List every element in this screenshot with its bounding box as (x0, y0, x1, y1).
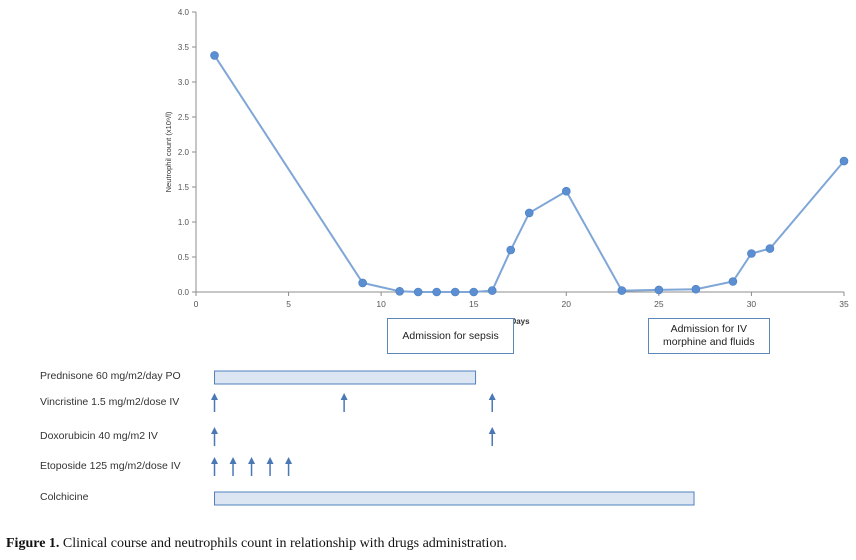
data-point (728, 277, 738, 286)
x-tick-label: 35 (839, 299, 849, 309)
y-axis-label: Neutrophil count (x10⁹/l) (164, 111, 173, 192)
y-tick-label: 2.0 (178, 148, 190, 157)
dose-arrow-head (488, 393, 496, 400)
dose-arrow-head (488, 427, 496, 434)
x-axis-label: Days (510, 317, 530, 326)
chart-axes: 0.0 0.5 1.0 1.5 2.0 2.5 3.0 3.5 4.0 0 5 10 15 20 25 30 3… (178, 8, 849, 309)
data-point (506, 245, 516, 255)
admission-box: Admission for sepsis (386, 318, 515, 354)
caption-text: Clinical course and neutrophils count in… (59, 536, 507, 551)
data-point (561, 186, 571, 196)
x-tick-label: 25 (654, 299, 664, 309)
y-tick-label: 3.0 (178, 78, 190, 87)
drug-label: Etoposide 125 mg/m2/dose IV (40, 460, 181, 472)
drug-bar (214, 491, 695, 506)
y-tick-label: 2.5 (178, 113, 190, 122)
data-point (395, 286, 404, 296)
y-tick-label: 1.0 (178, 218, 190, 227)
data-point (432, 287, 441, 297)
dose-arrow-head (211, 427, 219, 434)
data-point (617, 286, 627, 295)
x-tick-label: 15 (469, 299, 479, 309)
drug-timeline (211, 370, 695, 506)
dose-arrow-head (248, 457, 256, 464)
data-point (469, 287, 479, 297)
data-point (524, 208, 534, 218)
y-tick-label: 0.5 (178, 253, 190, 262)
data-point (358, 278, 367, 288)
caption-prefix: Figure 1. (6, 536, 60, 551)
y-tick-label: 0.0 (178, 288, 190, 297)
y-tick-label: 1.5 (178, 183, 190, 192)
data-point (654, 285, 664, 295)
drug-label: Prednisone 60 mg/m2/day PO (40, 370, 181, 382)
figure-caption: Figure 1. Clinical course and neutrophil… (6, 536, 507, 552)
data-point (765, 244, 775, 253)
y-tick-label: 4.0 (178, 8, 190, 17)
x-tick-label: 0 (194, 299, 199, 309)
x-tick-label: 5 (286, 299, 291, 309)
drug-bar (214, 370, 477, 385)
data-point (691, 284, 701, 294)
dose-arrow-head (229, 457, 237, 464)
x-tick-label: 20 (562, 299, 572, 309)
data-point (210, 51, 219, 60)
neutrophil-chart: 0.0 0.5 1.0 1.5 2.0 2.5 3.0 3.5 4.0 0 5 10 15 20 25 30 3… (164, 8, 849, 506)
dose-arrow-head (285, 457, 293, 464)
dose-arrow-head (340, 393, 348, 400)
admission-box: Admission for IV morphine and fluids (647, 318, 770, 354)
drug-label: Doxorubicin 40 mg/m2 IV (40, 430, 158, 442)
drug-label: Colchicine (40, 491, 89, 503)
dose-arrow-head (211, 457, 219, 464)
data-point (747, 249, 756, 258)
data-point (450, 287, 460, 297)
chart-series (210, 51, 849, 297)
dose-arrow-head (211, 393, 219, 400)
drug-label: Vincristine 1.5 mg/m2/dose IV (40, 396, 180, 408)
dose-arrow-head (266, 457, 274, 464)
y-tick-label: 3.5 (178, 43, 190, 52)
data-point (487, 286, 497, 295)
x-tick-label: 10 (376, 299, 386, 309)
data-point (839, 156, 849, 166)
data-point (413, 287, 423, 297)
x-tick-label: 30 (747, 299, 757, 309)
